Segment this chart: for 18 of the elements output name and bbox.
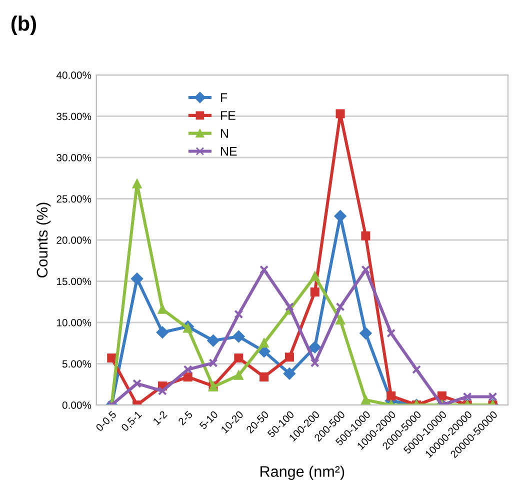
legend-label: N (220, 129, 228, 138)
chart-title: (b) (11, 16, 36, 35)
legend-label: NE (220, 147, 237, 156)
y-tick-label: 5.00% (62, 360, 92, 368)
y-tick-label: 0.00% (62, 402, 92, 409)
legend-label: FE (220, 111, 236, 120)
legend-label: F (220, 93, 228, 102)
y-tick-label: 40.00% (56, 72, 92, 79)
x-tick-label: 1-2 (152, 410, 168, 426)
y-tick-label: 30.00% (56, 154, 92, 162)
y-tick-label: 20.00% (56, 236, 92, 244)
y-tick-label: 25.00% (56, 195, 92, 203)
y-tick-label: 10.00% (56, 319, 92, 326)
x-tick-label: 2-5 (178, 410, 193, 426)
y-axis-title: Counts (%) (36, 202, 51, 278)
y-tick-label: 15.00% (56, 278, 92, 286)
y-tick-label: 35.00% (56, 112, 92, 120)
x-axis-title: Range (nm²) (260, 466, 344, 480)
